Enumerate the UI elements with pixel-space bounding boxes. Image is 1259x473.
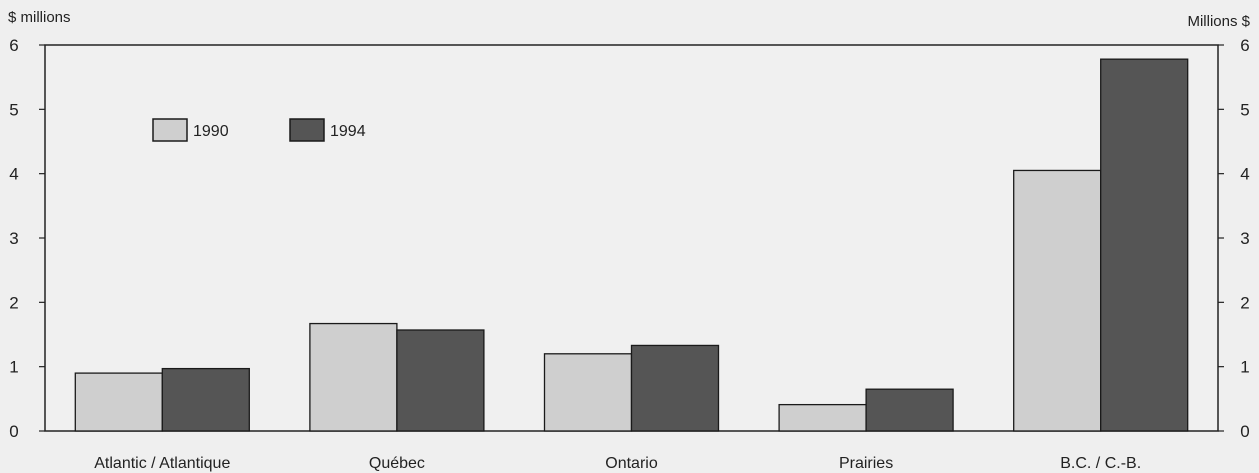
x-tick-label: Prairies [839,455,893,472]
x-tick-label: Ontario [605,455,658,472]
y-tick-label-right: 1 [1240,358,1249,377]
bar-1990-2 [543,353,633,432]
legend-label-1990: 1990 [193,123,229,140]
y-tick-label-left: 6 [9,36,18,55]
bar-1990-3 [778,403,867,432]
x-tick-label: Atlantic / Atlantique [94,455,230,472]
bar-1994-0 [161,367,250,432]
bar-1994-3 [865,388,954,432]
bar-1990-0 [74,372,163,432]
y-tick-label-right: 6 [1240,36,1249,55]
y-tick-label-left: 1 [9,358,18,377]
x-tick-label: Québec [369,455,425,472]
y-axis-label-right: Millions $ [1187,13,1250,30]
y-tick-label-right: 4 [1240,165,1249,184]
y-tick-label-right: 0 [1240,422,1249,441]
bar-1994-2 [630,344,720,432]
y-tick-label-left: 4 [9,165,18,184]
y-tick-label-left: 3 [9,229,18,248]
y-tick-label-right: 5 [1240,100,1249,119]
legend-label-1994: 1994 [330,123,366,140]
bar-1994-1 [396,329,485,432]
y-tick-label-left: 2 [9,293,18,312]
y-tick-label-right: 3 [1240,229,1249,248]
bar-1994-4 [1100,58,1189,432]
bar-1990-4 [1013,169,1102,432]
legend-swatch-1990 [152,118,188,142]
y-axis-label-left: $ millions [8,9,71,26]
y-tick-label-right: 2 [1240,293,1249,312]
plot-area: 0 0 1 1 2 2 3 3 4 4 5 5 6 6 Atlantic / Atlantique Québe… [9,36,1249,472]
x-tick-label: B.C. / C.-B. [1060,455,1141,472]
y-tick-label-left: 5 [9,100,18,119]
bar-1990-1 [309,322,398,432]
legend-swatch-1994 [289,118,325,142]
y-tick-label-left: 0 [9,422,18,441]
